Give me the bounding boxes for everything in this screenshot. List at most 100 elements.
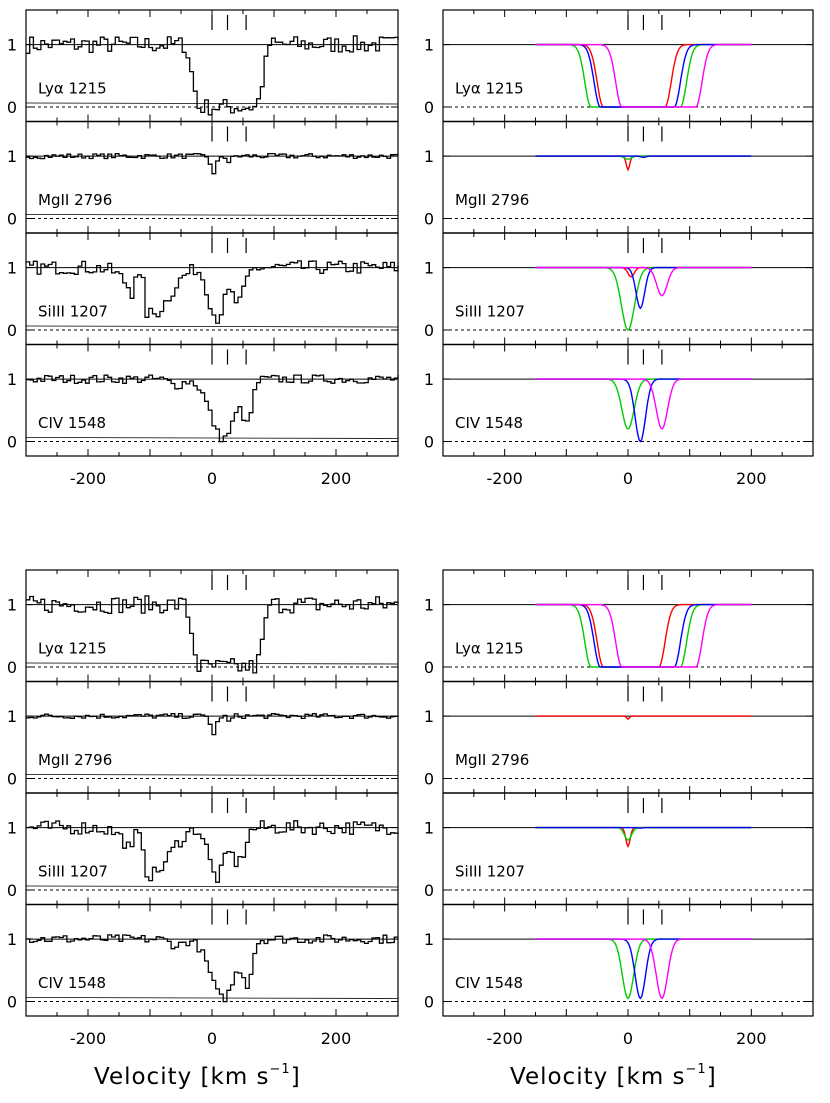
x-axis-title-exp: −1: [685, 1062, 707, 1078]
x-axis-title-text: Velocity [km s: [510, 1064, 686, 1090]
y-tick-label: 1: [7, 259, 17, 278]
observed-spectrum: [26, 595, 399, 674]
x-axis-title-text: Velocity [km s: [94, 1064, 270, 1090]
observed-spectrum: [26, 35, 399, 116]
spectrum-panel: 0 1 MgII 2796: [7, 120, 399, 233]
spectrum-panel: 0 1 CIV 1548: [424, 343, 814, 456]
y-tick-label: 1: [424, 147, 434, 166]
transition-label: Lyα 1215: [455, 80, 524, 98]
error-spectrum: [25, 997, 399, 999]
x-tick-label: 0: [207, 469, 217, 488]
y-tick-label: 1: [424, 819, 434, 838]
y-tick-label: 0: [424, 770, 434, 789]
model-profile-blue: [535, 266, 752, 310]
y-tick-label: 0: [424, 993, 434, 1012]
y-tick-label: 1: [424, 370, 434, 389]
y-tick-label: 1: [424, 930, 434, 949]
x-tick-label: 0: [623, 469, 633, 488]
y-tick-label: 0: [7, 321, 17, 340]
model-profile-red: [535, 43, 752, 108]
spectrum-panel: 0 1 Lyα 1215: [424, 570, 814, 682]
y-tick-label: 1: [7, 596, 17, 615]
transition-label: Lyα 1215: [38, 640, 107, 658]
x-tick-label: 0: [623, 1029, 633, 1048]
observed-spectrum: [26, 934, 399, 1003]
y-tick-label: 0: [7, 98, 17, 117]
spectrum-panel: 0 1 SiIII 1207: [424, 232, 814, 345]
model-profile-green: [535, 826, 752, 841]
spectrum-panel: 0 1 CIV 1548: [424, 903, 814, 1016]
spectrum-panel: 0 1 CIV 1548: [7, 343, 399, 456]
spectrum-panel: 0 1 MgII 2796: [424, 120, 814, 233]
x-tick-label: 200: [321, 469, 352, 488]
x-tick-label: 0: [207, 1029, 217, 1048]
y-tick-label: 1: [7, 147, 17, 166]
error-spectrum: [25, 662, 399, 665]
y-tick-label: 1: [424, 707, 434, 726]
y-tick-label: 0: [7, 433, 17, 452]
block-2-model-column: 0 1 Lyα 1215 0 1 MgII 2796 0 1 SiIII 1207 0 1 CIV 1…: [424, 569, 814, 1048]
y-tick-label: 1: [7, 370, 17, 389]
model-profile-magenta: [535, 938, 752, 999]
spectrum-panel: 0 1 Lyα 1215: [7, 10, 399, 122]
spectrum-panel: 0 1 MgII 2796: [424, 680, 814, 793]
transition-label: SiIII 1207: [38, 303, 108, 321]
observed-spectrum: [26, 374, 399, 443]
y-tick-label: 0: [424, 321, 434, 340]
transition-label: SiIII 1207: [38, 863, 108, 881]
transition-label: MgII 2796: [455, 191, 529, 209]
y-tick-label: 0: [424, 658, 434, 677]
model-profile-red: [535, 826, 752, 849]
block-2-observed-column: 0 1 Lyα 1215 0 1 MgII 2796 0 1 SiIII 1207 0 1 CIV 1…: [7, 569, 399, 1048]
x-tick-label: -200: [70, 1029, 106, 1048]
error-spectrum: [25, 885, 399, 888]
y-tick-label: 1: [7, 819, 17, 838]
x-tick-label: 200: [321, 1029, 352, 1048]
x-tick-label: -200: [70, 469, 106, 488]
transition-label: MgII 2796: [455, 751, 529, 769]
error-spectrum: [25, 214, 399, 216]
block-1-observed-column: 0 1 Lyα 1215 0 1 MgII 2796 0 1 SiIII 1207 0 1 CIV 1…: [7, 9, 399, 488]
error-spectrum: [25, 437, 399, 439]
model-profile-magenta: [535, 603, 752, 668]
y-tick-label: 0: [7, 770, 17, 789]
transition-label: SiIII 1207: [455, 863, 525, 881]
observed-spectrum: [26, 152, 399, 175]
transition-label: CIV 1548: [455, 414, 523, 432]
model-profile-blue: [535, 155, 752, 158]
model-profile-red: [535, 603, 752, 668]
transition-label: Lyα 1215: [455, 640, 524, 658]
model-profile-blue: [535, 378, 752, 443]
y-tick-label: 0: [7, 658, 17, 677]
y-tick-label: 1: [7, 930, 17, 949]
model-profile-green: [535, 603, 752, 668]
observed-spectrum: [26, 820, 399, 883]
model-profile-magenta: [535, 266, 752, 297]
x-axis-title-left: Velocity [km s−1]: [94, 1062, 301, 1090]
error-spectrum: [25, 325, 399, 328]
spectrum-panel: 0 1 SiIII 1207: [7, 232, 399, 345]
spectrum-panel: 0 1 MgII 2796: [7, 680, 399, 793]
error-spectrum: [25, 102, 399, 105]
model-profile-magenta: [535, 43, 752, 108]
model-profile-magenta: [535, 378, 752, 430]
y-tick-label: 1: [424, 259, 434, 278]
block-1-model-column: 0 1 Lyα 1215 0 1 MgII 2796 0 1 SiIII 1207 0 1 CIV 1…: [424, 9, 814, 488]
spectrum-panel: 0 1 Lyα 1215: [7, 570, 399, 682]
y-tick-label: 1: [7, 707, 17, 726]
y-tick-label: 0: [424, 210, 434, 229]
y-tick-label: 1: [424, 596, 434, 615]
error-spectrum: [25, 774, 399, 776]
transition-label: CIV 1548: [455, 974, 523, 992]
model-profile-blue: [535, 43, 752, 108]
observed-spectrum: [26, 712, 399, 736]
x-axis-title-close: ]: [290, 1064, 301, 1090]
y-tick-label: 0: [7, 881, 17, 900]
y-tick-label: 0: [424, 881, 434, 900]
model-profile-red: [535, 155, 752, 172]
observed-spectrum: [26, 260, 399, 324]
spectrum-panel: 0 1 SiIII 1207: [424, 792, 814, 905]
y-tick-label: 0: [424, 98, 434, 117]
x-axis-title-close: ]: [706, 1064, 717, 1090]
